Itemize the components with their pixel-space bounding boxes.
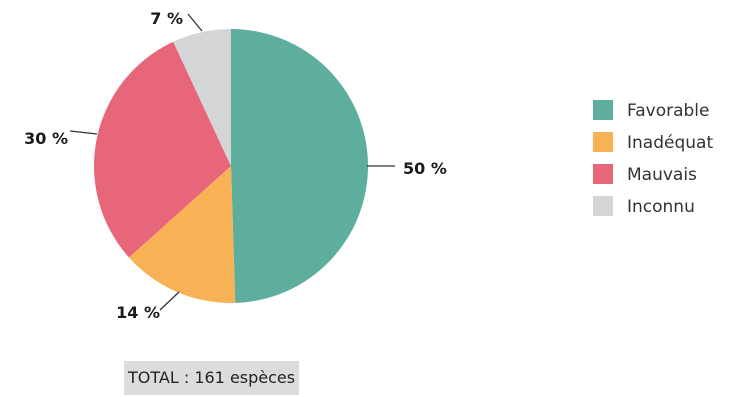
legend-swatch-favorable — [593, 100, 613, 120]
pie-slice-inconnu — [173, 29, 231, 166]
leader-line — [69, 130, 98, 135]
data-label-inconnu: 7 % — [150, 9, 183, 28]
data-label-favorable: 50 % — [403, 159, 447, 178]
legend: Favorable Inadéquat Mauvais Inconnu — [593, 100, 713, 217]
legend-label-favorable: Favorable — [627, 101, 709, 121]
legend-swatch-inconnu — [593, 196, 613, 216]
pie-slice-favorable — [231, 29, 368, 303]
leader-line — [159, 291, 180, 311]
legend-swatch-inadéquat — [593, 132, 613, 152]
leader-line — [187, 13, 203, 32]
pie-slice-mauvais — [94, 41, 231, 258]
pie-slice-inadéquat — [128, 166, 236, 303]
legend-label-mauvais: Mauvais — [627, 165, 697, 185]
legend-label-inadéquat: Inadéquat — [627, 133, 713, 153]
data-label-mauvais: 30 % — [24, 129, 68, 148]
total-label: TOTAL : 161 espèces — [124, 361, 300, 395]
legend-swatch-mauvais — [593, 164, 613, 184]
data-label-inadéquat: 14 % — [116, 303, 160, 322]
legend-label-inconnu: Inconnu — [627, 197, 695, 217]
